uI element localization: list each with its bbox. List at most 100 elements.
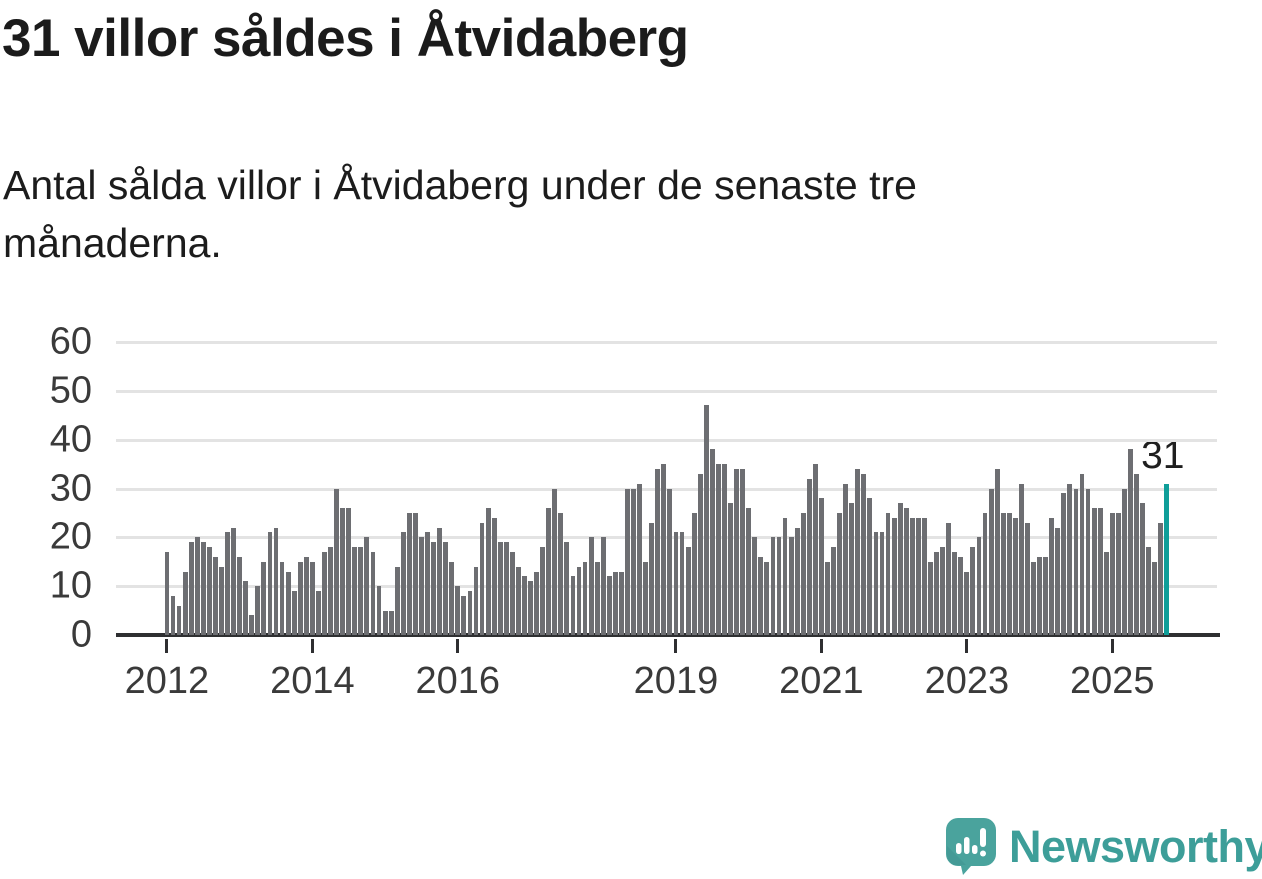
bar — [1049, 517, 1055, 635]
bar — [964, 571, 970, 635]
bar — [485, 508, 491, 635]
bar — [412, 512, 418, 635]
bar — [382, 610, 388, 635]
x-tick — [165, 639, 169, 653]
bar — [1128, 449, 1133, 635]
bar — [455, 586, 461, 635]
bar — [297, 561, 303, 635]
bar — [1103, 551, 1109, 635]
bar — [1073, 488, 1079, 635]
bar — [1079, 473, 1085, 635]
bar — [394, 566, 400, 635]
bar — [261, 561, 267, 635]
bar — [1061, 493, 1067, 635]
bar — [1134, 473, 1139, 635]
x-tick — [1110, 639, 1114, 653]
newsworthy-logo: Newsworthy — [946, 818, 1262, 875]
bar — [897, 503, 903, 635]
bar — [631, 488, 636, 635]
x-tick — [674, 639, 678, 653]
bar — [376, 586, 382, 635]
bar — [322, 551, 327, 635]
bar — [800, 512, 806, 635]
bar — [988, 488, 994, 635]
bar — [273, 527, 279, 635]
bar — [231, 527, 236, 635]
bar — [1140, 503, 1145, 635]
plot-area: 31 2012 2014 2016 2019 2021 2023 2025 — [116, 341, 1220, 702]
bar — [267, 532, 273, 635]
y-axis-labels: 0 10 20 30 40 50 60 — [0, 0, 92, 879]
bar — [176, 605, 182, 635]
bar — [625, 488, 630, 635]
bar — [497, 542, 503, 635]
bar — [225, 532, 230, 635]
bar — [637, 483, 643, 635]
bar — [812, 464, 818, 635]
bar — [576, 566, 582, 635]
bar — [473, 566, 479, 635]
bar — [855, 468, 861, 635]
bar — [655, 468, 661, 635]
x-tick — [310, 639, 314, 653]
bar — [522, 576, 527, 635]
bar — [922, 517, 927, 635]
bar — [219, 566, 224, 635]
bar — [752, 537, 758, 635]
bar — [316, 591, 321, 635]
x-tick — [819, 639, 823, 653]
bar — [600, 537, 606, 635]
bar — [861, 473, 867, 635]
bar — [1055, 527, 1061, 635]
bar — [491, 517, 497, 635]
bar — [479, 522, 485, 635]
bar — [237, 556, 243, 635]
x-tick-label: 2012 — [124, 660, 210, 702]
bar — [352, 547, 358, 635]
y-tick-label: 60 — [49, 320, 92, 363]
bar — [528, 581, 533, 635]
bar — [364, 537, 370, 635]
x-tick — [456, 639, 460, 653]
bar — [1152, 561, 1158, 635]
bar — [467, 591, 473, 635]
bar — [540, 547, 546, 635]
bar — [982, 512, 988, 635]
bar — [661, 464, 667, 635]
bar — [582, 561, 588, 635]
bar — [503, 542, 509, 635]
bar — [206, 547, 212, 635]
bar — [285, 571, 291, 635]
bar — [673, 532, 679, 635]
bar — [831, 547, 836, 635]
gridline — [116, 389, 1217, 393]
bar — [952, 551, 958, 635]
bar — [1025, 522, 1030, 635]
bar — [873, 532, 879, 635]
bar — [934, 551, 939, 635]
bar — [449, 561, 455, 635]
bar — [546, 508, 552, 635]
bar — [612, 571, 618, 635]
bar — [1018, 483, 1024, 635]
bar — [594, 561, 600, 635]
bar — [606, 576, 612, 635]
bar — [564, 542, 570, 635]
bar — [667, 488, 673, 635]
y-tick-label: 10 — [49, 564, 92, 607]
bar — [1109, 512, 1115, 635]
bar — [722, 464, 727, 635]
bar — [388, 610, 394, 635]
bar — [552, 488, 558, 635]
bar — [649, 522, 655, 635]
bar — [928, 561, 933, 635]
y-tick-label: 30 — [49, 467, 92, 509]
bar — [406, 512, 412, 635]
bar — [619, 571, 624, 635]
bar — [734, 468, 739, 635]
bar — [431, 542, 436, 635]
bar — [182, 571, 188, 635]
bar — [279, 561, 285, 635]
x-tick — [965, 639, 969, 653]
